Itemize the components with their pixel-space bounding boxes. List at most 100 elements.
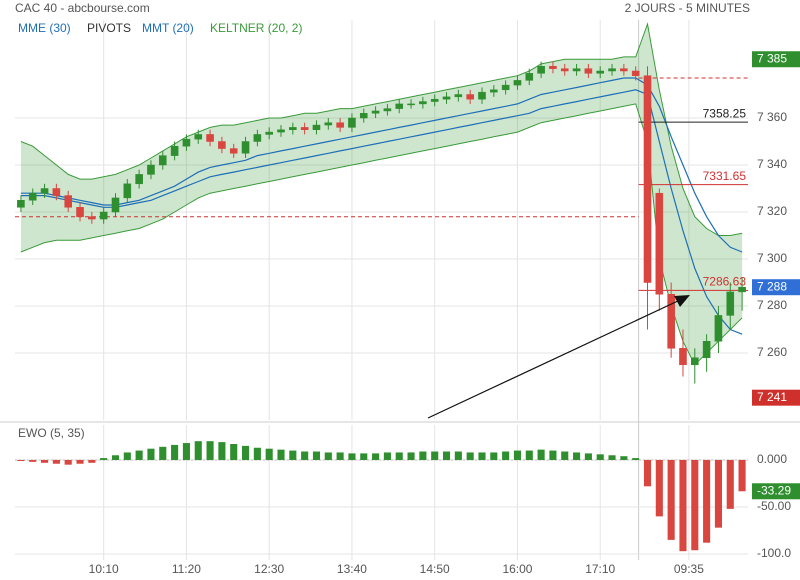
y-tick-label: 7 340 — [757, 157, 787, 171]
ewo-bar — [691, 459, 699, 551]
price-badge-label: 7 288 — [757, 279, 787, 293]
legend-entry: MMT (20) — [142, 21, 194, 35]
legend-entry: KELTNER (20, 2) — [210, 21, 302, 35]
ewo-bar — [703, 459, 711, 543]
x-tick-label: 11:20 — [172, 562, 201, 576]
candle-body — [88, 216, 96, 220]
ewo-bar — [714, 459, 722, 528]
candle-body — [667, 294, 675, 349]
ewo-bar — [478, 452, 486, 460]
candle-body — [17, 200, 25, 208]
price-badge — [752, 389, 800, 406]
price-badge-label: 7 241 — [757, 390, 787, 404]
candle-body — [99, 211, 108, 220]
arrow-head — [674, 295, 690, 307]
candle-body — [549, 66, 557, 69]
candle-body — [123, 183, 132, 199]
ewo-bar — [88, 459, 96, 463]
ewo-bar — [64, 459, 72, 465]
level-label: 7331.65 — [703, 169, 747, 183]
candle-body — [513, 80, 522, 86]
ewo-bar — [620, 456, 628, 460]
ewo-bar — [324, 452, 332, 460]
candle-body — [336, 122, 344, 128]
price-badge — [752, 279, 800, 296]
ewo-bar — [537, 449, 545, 460]
ewo-bar — [218, 442, 226, 460]
candle-body — [430, 98, 439, 102]
ewo-bar — [277, 449, 285, 460]
ewo-bar — [135, 450, 143, 460]
y-tick-label: -50.00 — [757, 499, 791, 513]
ewo-bar — [360, 453, 368, 460]
candle-body — [442, 96, 451, 100]
ewo-bar — [466, 452, 474, 460]
candle-body — [348, 117, 356, 128]
candle-body — [702, 341, 711, 358]
ewo-bar — [171, 444, 179, 460]
candle-body — [490, 89, 498, 93]
candle-body — [525, 73, 534, 81]
x-tick-label: 16:00 — [502, 562, 532, 576]
ewo-bar — [265, 448, 273, 460]
candle-body — [691, 357, 699, 366]
x-tick-label: 09:35 — [674, 562, 704, 576]
keltner-upper — [20, 22, 743, 236]
ewo-bar — [549, 450, 557, 460]
candle-body — [253, 134, 262, 142]
candle-body — [170, 145, 179, 156]
y-tick-label: 7 360 — [757, 110, 787, 124]
y-tick-label: -100.0 — [757, 546, 791, 560]
candle-body — [584, 68, 593, 74]
candle-body — [265, 131, 273, 135]
mme-line — [20, 89, 743, 335]
ewo-bar — [490, 452, 498, 460]
candle-body — [714, 315, 723, 342]
candle-body — [52, 188, 61, 196]
ewo-bar — [312, 451, 321, 460]
candle-body — [560, 68, 569, 72]
ewo-bar — [289, 450, 297, 460]
candle-body — [182, 138, 191, 147]
ewo-bar — [643, 459, 652, 487]
ewo-bar — [667, 459, 675, 540]
ewo-bar — [561, 451, 569, 460]
level-label: 7286.63 — [703, 275, 747, 289]
ewo-bar — [431, 451, 439, 460]
annotation-arrow — [427, 299, 681, 419]
ewo-bar — [584, 453, 592, 460]
candle-body — [135, 174, 143, 185]
candle-body — [738, 286, 746, 293]
y-tick-label: 7 260 — [757, 345, 787, 359]
candle-body — [726, 291, 735, 316]
candle-body — [194, 134, 203, 140]
plot-layer — [0, 20, 800, 560]
keltner-fill — [20, 24, 743, 365]
candle-body — [241, 141, 250, 154]
ewo-bar — [419, 451, 427, 460]
candle-body — [277, 129, 285, 133]
candle-body — [596, 70, 605, 74]
ewo-bar — [632, 458, 640, 460]
ewo-bar — [407, 452, 415, 460]
candle-body — [312, 124, 321, 131]
ewo-bar — [41, 459, 49, 463]
ewo-bar — [738, 459, 746, 492]
candle-body — [300, 127, 309, 131]
candle-body — [64, 195, 72, 208]
candle-body — [76, 207, 84, 217]
ewo-bar — [502, 451, 510, 460]
level-label: 7358.25 — [703, 106, 747, 120]
ewo-bar — [100, 458, 108, 460]
candle-body — [158, 155, 167, 166]
ewo-bar — [147, 448, 155, 460]
candle-body — [501, 84, 510, 91]
legend-entry: MME (30) — [18, 21, 71, 35]
y-tick-label: 7 300 — [757, 251, 787, 265]
price-badge-label: -33.29 — [757, 483, 791, 497]
ewo-bar — [230, 443, 238, 460]
ewo-bar — [182, 443, 190, 460]
candle-body — [679, 348, 687, 366]
candle-body — [28, 192, 37, 201]
y-tick-label: 7 320 — [757, 204, 787, 218]
